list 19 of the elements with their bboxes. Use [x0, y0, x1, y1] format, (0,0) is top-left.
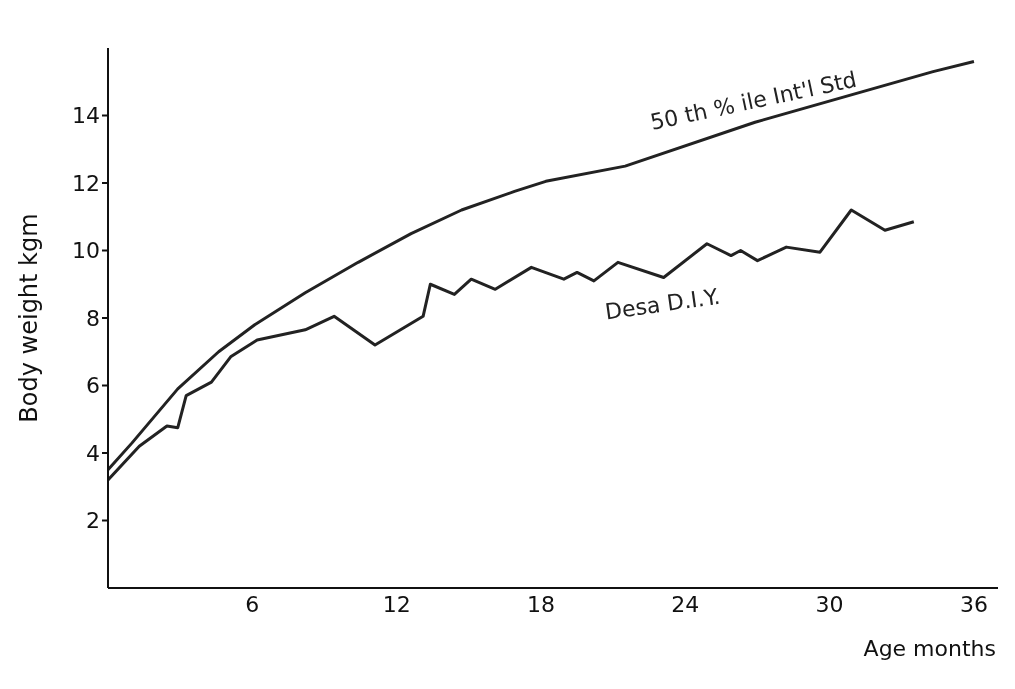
- text: 50 th % ile Int'l Std: [648, 66, 859, 135]
- x-tick-label: 18: [526, 591, 555, 617]
- y-tick-label: 4: [86, 440, 100, 466]
- y-axis-title: Body weight kgm: [14, 213, 43, 423]
- x-tick-label: 12: [382, 591, 411, 617]
- y-tick-label: 12: [72, 170, 100, 196]
- x-tick-label: 30: [815, 591, 844, 617]
- y-tick-label: 2: [86, 508, 100, 534]
- x-tick-label: 36: [959, 591, 988, 617]
- y-tick-label: 14: [72, 103, 100, 129]
- x-tick-label: 6: [245, 591, 260, 617]
- line-series: [108, 208, 916, 482]
- y-tick-label: 10: [72, 238, 100, 264]
- text: Desa D.I.Y.: [603, 283, 722, 325]
- x-axis-title: Age months: [863, 636, 996, 661]
- line-series: [108, 60, 976, 472]
- y-tick-label: 8: [86, 305, 100, 331]
- x-tick-label: 24: [671, 591, 700, 617]
- y-tick-label: 6: [86, 373, 100, 399]
